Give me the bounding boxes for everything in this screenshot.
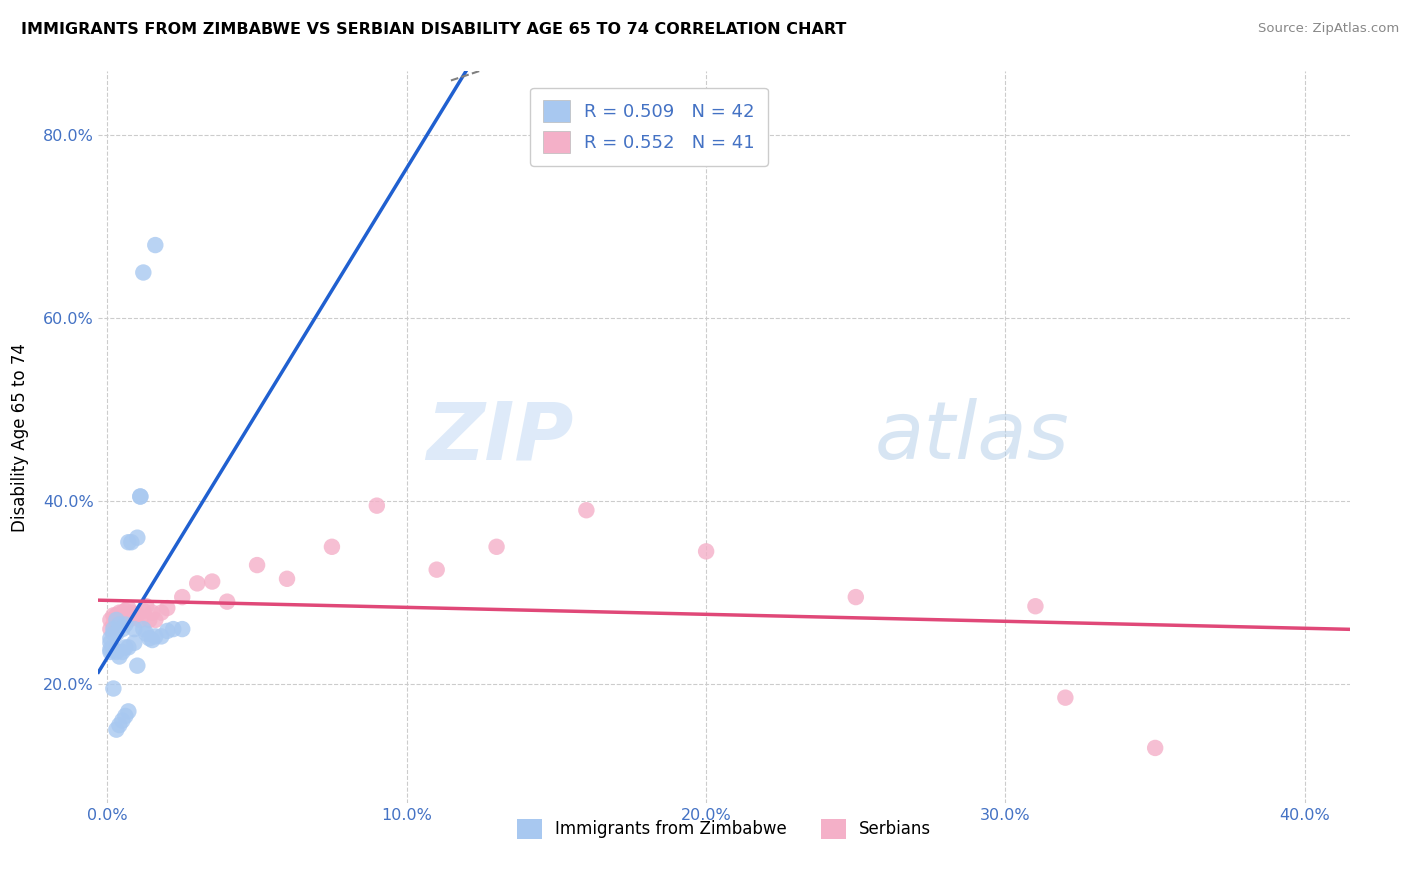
Point: [105, 723, 128, 737]
Point: [111, 714, 134, 728]
Point: [150, 606, 173, 620]
Point: [111, 645, 134, 659]
Point: [143, 629, 166, 643]
Point: [111, 622, 134, 636]
Point: [156, 601, 179, 615]
Legend: Immigrants from Zimbabwe, Serbians: Immigrants from Zimbabwe, Serbians: [510, 812, 938, 846]
Point: [108, 617, 131, 632]
Point: [103, 617, 125, 632]
Point: [1054, 690, 1077, 705]
Point: [100, 642, 122, 657]
Point: [105, 613, 128, 627]
Point: [114, 617, 136, 632]
Point: [103, 681, 125, 696]
Point: [575, 503, 598, 517]
Point: [695, 544, 717, 558]
Point: [127, 607, 149, 622]
Point: [217, 595, 239, 609]
Text: atlas: atlas: [875, 398, 1069, 476]
Point: [172, 622, 194, 636]
Point: [141, 606, 163, 620]
Point: [129, 613, 152, 627]
Point: [366, 499, 388, 513]
Text: ZIP: ZIP: [426, 398, 574, 476]
Text: Source: ZipAtlas.com: Source: ZipAtlas.com: [1258, 22, 1399, 36]
Point: [162, 622, 184, 636]
Point: [150, 629, 173, 643]
Point: [124, 622, 146, 636]
Point: [276, 572, 298, 586]
Point: [132, 622, 155, 636]
Point: [111, 613, 134, 627]
Point: [100, 632, 122, 646]
Point: [114, 604, 136, 618]
Point: [108, 606, 131, 620]
Point: [129, 490, 152, 504]
Point: [120, 535, 142, 549]
Point: [117, 613, 139, 627]
Point: [105, 626, 128, 640]
Point: [143, 238, 166, 252]
Point: [108, 649, 131, 664]
Point: [246, 558, 269, 573]
Point: [103, 622, 125, 636]
Point: [426, 563, 449, 577]
Point: [100, 645, 122, 659]
Point: [124, 610, 146, 624]
Point: [100, 622, 122, 636]
Point: [1144, 740, 1167, 755]
Point: [132, 604, 155, 618]
Point: [114, 611, 136, 625]
Point: [129, 490, 152, 504]
Point: [127, 658, 149, 673]
Point: [105, 613, 128, 627]
Point: [132, 266, 155, 280]
Text: IMMIGRANTS FROM ZIMBABWE VS SERBIAN DISABILITY AGE 65 TO 74 CORRELATION CHART: IMMIGRANTS FROM ZIMBABWE VS SERBIAN DISA…: [21, 22, 846, 37]
Point: [100, 636, 122, 650]
Point: [141, 633, 163, 648]
Point: [108, 718, 131, 732]
Point: [138, 613, 160, 627]
Point: [186, 576, 208, 591]
Point: [485, 540, 508, 554]
Point: [105, 645, 128, 659]
Point: [117, 705, 139, 719]
Point: [117, 535, 139, 549]
Point: [135, 626, 157, 640]
Point: [111, 606, 134, 620]
Point: [120, 606, 142, 620]
Point: [124, 636, 146, 650]
Point: [172, 590, 194, 604]
Point: [105, 608, 128, 623]
Point: [845, 590, 868, 604]
Point: [114, 709, 136, 723]
Point: [117, 601, 139, 615]
Point: [103, 642, 125, 657]
Point: [117, 640, 139, 655]
Point: [114, 640, 136, 655]
Point: [1024, 599, 1046, 614]
Point: [138, 632, 160, 646]
Y-axis label: Disability Age 65 to 74: Disability Age 65 to 74: [11, 343, 28, 532]
Point: [135, 599, 157, 614]
Point: [103, 608, 125, 623]
Point: [321, 540, 343, 554]
Point: [156, 624, 179, 638]
Point: [201, 574, 224, 589]
Point: [108, 611, 131, 625]
Point: [127, 531, 149, 545]
Point: [143, 613, 166, 627]
Point: [100, 613, 122, 627]
Point: [103, 626, 125, 640]
